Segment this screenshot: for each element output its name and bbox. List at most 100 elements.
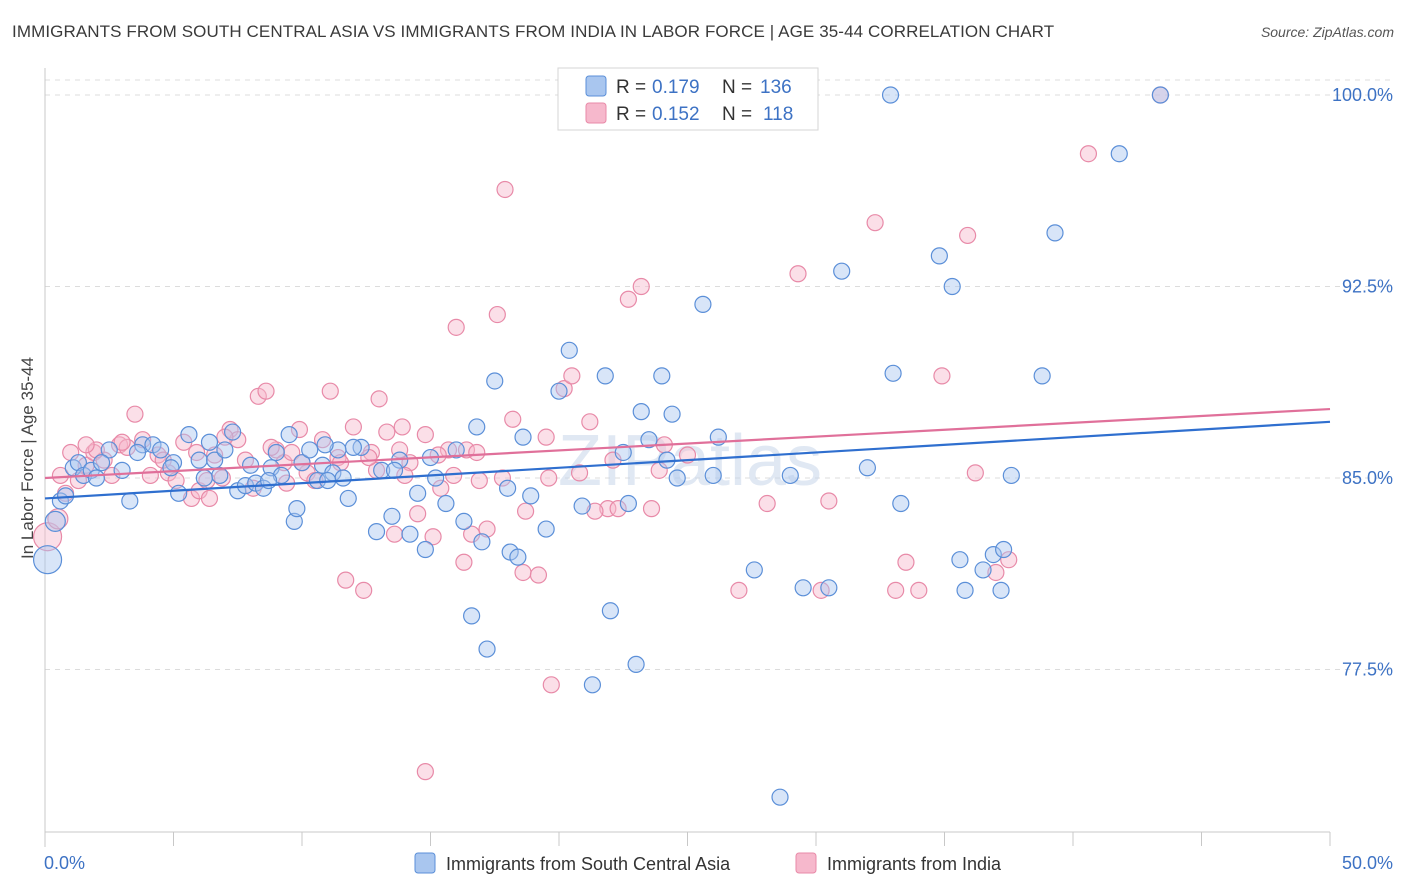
data-point [100,441,118,459]
data-point [401,525,419,543]
data-point [216,441,234,459]
data-point [694,295,712,313]
data-point [473,533,491,551]
legend-pink-swatch [585,102,607,124]
data-point [321,382,339,400]
data-point [126,405,144,423]
data-point [609,500,627,518]
data-point [704,466,722,485]
legend-r-value-2: 0.152 [652,104,700,125]
data-point [190,451,208,469]
data-point [488,305,506,324]
data-point [77,436,95,454]
data-point [224,423,242,441]
data-point [409,484,427,502]
data-point [470,471,488,490]
data-point [794,579,812,597]
data-point [897,553,915,571]
data-point [337,571,355,589]
data-point [468,443,486,462]
data-point [581,413,599,431]
trend-line-south-central-asia [44,420,1331,500]
legend-r-value-1: 0.179 [652,77,700,98]
x-tick-label: 0.0% [44,853,85,873]
data-point [987,563,1005,582]
data-point [437,494,455,513]
data-point [44,510,66,533]
data-point [956,581,974,599]
data-point [478,640,496,658]
y-tick-labels: 77.5% 85.0% 92.5% 100.0% [1332,85,1393,680]
data-point [514,563,532,582]
data-point [596,367,614,385]
data-point [367,523,386,541]
data-point [529,566,548,584]
data-point [290,420,309,439]
trend-lines [44,407,1331,500]
x-tick-label: 50.0% [1342,853,1393,873]
data-point [833,262,851,280]
y-tick-label: 92.5% [1342,277,1393,297]
data-point [910,581,928,599]
data-point [180,425,198,444]
grid-lines [45,79,1395,670]
data-point [301,441,319,459]
data-point [496,180,514,199]
data-point [1033,367,1051,385]
data-point [288,500,306,518]
axes [44,68,1331,847]
data-point [509,548,527,566]
bottom-legend-pink-swatch [795,852,817,874]
data-point [789,265,807,283]
data-point [1002,466,1020,485]
legend-n-value-1: 136 [760,77,792,98]
data-point [339,489,357,508]
data-point [663,405,681,423]
data-point [563,367,581,385]
data-point [542,676,560,694]
data-point [668,469,686,487]
data-point [995,540,1013,559]
data-point [570,464,589,482]
data-point [820,579,838,597]
data-point [455,512,473,531]
data-point [627,655,645,673]
data-point [69,454,88,472]
y-tick-label: 85.0% [1342,468,1393,488]
data-point [771,788,789,806]
data-point [881,86,900,104]
data-point [87,441,106,459]
data-point [242,456,260,474]
data-point [499,479,517,497]
data-point [966,464,984,482]
chart-title: IMMIGRANTS FROM SOUTH CENTRAL ASIA VS IM… [12,22,1055,41]
data-point [984,545,1002,564]
data-point [1000,551,1018,569]
y-tick-label: 100.0% [1332,85,1393,105]
data-point [884,364,902,382]
data-point [447,318,465,336]
data-point [516,502,535,520]
data-point [820,492,838,510]
x-tick-labels: 0.0% 50.0% [44,853,1393,873]
data-point [1110,145,1128,163]
data-point [370,390,388,408]
bottom-legend-pink-label: Immigrants from India [827,854,1002,874]
data-point [951,551,969,569]
data-point [378,423,396,441]
data-point [640,431,658,449]
data-point [478,520,496,538]
legend-n-value-2: 118 [763,104,793,125]
data-point [329,441,347,459]
data-point [550,382,568,400]
data-point [514,428,532,446]
legend-n-label-1: N = [722,77,752,98]
data-point [113,461,131,479]
data-point [427,469,445,487]
data-point [573,497,591,515]
data-point [257,382,275,400]
data-point [486,372,504,390]
data-point [745,561,763,579]
data-point [1046,224,1064,242]
data-point [141,466,159,485]
